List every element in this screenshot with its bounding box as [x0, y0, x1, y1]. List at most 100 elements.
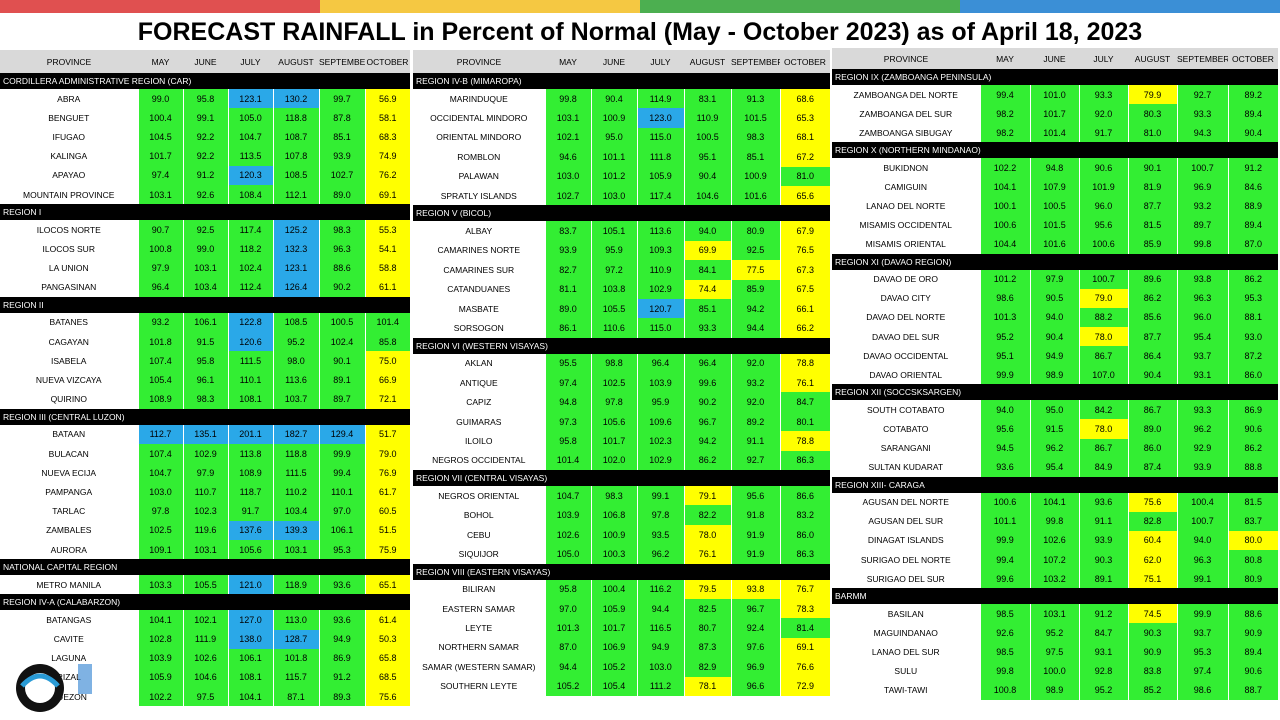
value-cell: 101.6 [1029, 234, 1079, 254]
value-cell: 126.4 [272, 277, 319, 297]
value-cell: 60.5 [364, 501, 410, 521]
value-cell: 97.3 [544, 411, 591, 432]
region-label: REGION III (CENTRAL LUZON) [0, 408, 410, 425]
table-row: SAMAR (WESTERN SAMAR) 94.4 105.2 103.0 82.9 9… [413, 657, 830, 677]
value-cell: 99.6 [979, 569, 1030, 589]
value-cell: 102.3 [182, 501, 228, 521]
value-cell: 90.3 [1127, 623, 1177, 643]
header-province: PROVINCE [0, 50, 138, 73]
table-row: SIQUIJOR 105.0 100.3 96.2 76.1 91.9 86.3 [413, 544, 830, 564]
region-header-row: REGION II [0, 296, 410, 313]
value-cell: 83.7 [1227, 511, 1278, 531]
value-cell: 84.7 [779, 392, 830, 412]
province-name: BUKIDNON [832, 158, 980, 178]
value-cell: 93.9 [1176, 457, 1228, 477]
value-cell: 76.6 [779, 657, 830, 677]
province-name: QUIRINO [0, 389, 138, 409]
value-cell: 96.7 [730, 598, 780, 619]
table-row: AKLAN 95.5 98.8 96.4 96.4 92.0 78.8 [413, 353, 830, 374]
header-july: JULY [637, 50, 684, 73]
header-june: JUNE [183, 50, 228, 73]
value-cell: 88.8 [1227, 457, 1278, 477]
value-cell: 90.6 [1078, 158, 1128, 178]
table-row: SOUTH COTABATO 94.0 95.0 84.2 86.7 93.3 86.9 [832, 400, 1278, 420]
value-cell: 98.2 [979, 104, 1030, 124]
value-cell: 92.0 [1078, 104, 1128, 124]
table-row: ZAMBOANGA SIBUGAY 98.2 101.4 91.7 81.0 94.3 90… [832, 123, 1278, 143]
value-cell: 91.5 [1029, 419, 1079, 439]
value-cell: 86.6 [779, 486, 830, 506]
value-cell: 92.7 [730, 450, 780, 471]
value-cell: 95.8 [544, 431, 591, 451]
value-cell: 96.4 [636, 353, 684, 374]
table-row: BATAAN 112.7 135.1 201.1 182.7 129.4 51.7 [0, 424, 410, 444]
value-cell: 101.0 [1029, 85, 1079, 105]
value-cell: 93.1 [1176, 365, 1228, 385]
value-cell: 107.4 [137, 351, 183, 371]
value-cell: 108.1 [227, 389, 273, 409]
value-cell: 114.9 [636, 89, 684, 109]
value-cell: 100.7 [1176, 158, 1228, 178]
table-row: DAVAO DE ORO 101.2 97.9 100.7 89.6 93.8 86.2 [832, 269, 1278, 289]
province-name: EASTERN SAMAR [413, 598, 545, 619]
value-cell: 93.9 [1078, 530, 1128, 550]
region-header-row: REGION VII (CENTRAL VISAYAS) [413, 470, 830, 487]
value-cell: 74.4 [683, 279, 731, 299]
value-cell: 92.5 [730, 240, 780, 261]
value-cell: 102.6 [544, 524, 591, 545]
value-cell: 91.7 [1078, 123, 1128, 143]
province-name: CAMARINES SUR [413, 260, 545, 280]
province-name: SPRATLY ISLANDS [413, 185, 545, 206]
value-cell: 106.1 [227, 648, 273, 668]
value-cell: 97.2 [590, 260, 637, 280]
table-row: CEBU 102.6 100.9 93.5 78.0 91.9 86.0 [413, 524, 830, 545]
value-cell: 104.6 [182, 667, 228, 688]
value-cell: 98.5 [979, 642, 1030, 662]
table-row: SPRATLY ISLANDS 102.7 103.0 117.4 104.6 101.6… [413, 185, 830, 206]
table-row: DAVAO DEL SUR 95.2 90.4 78.0 87.7 95.4 93.0 [832, 327, 1278, 347]
value-cell: 95.3 [1227, 288, 1278, 308]
rainfall-table: PROVINCEMAYJUNEJULYAUGUSTSEPTEMBEROCTOBE… [0, 50, 410, 707]
table-row: CATANDUANES 81.1 103.8 102.9 74.4 85.9 67.5 [413, 279, 830, 299]
value-cell: 102.6 [1029, 530, 1079, 550]
header-september: SEPTEMBER [319, 50, 365, 73]
top-bar-red [0, 0, 320, 13]
province-name: MARINDUQUE [413, 89, 545, 109]
value-cell: 108.5 [272, 312, 319, 333]
value-cell: 93.2 [137, 312, 183, 333]
province-name: CAMARINES NORTE [413, 240, 545, 261]
value-cell: 81.4 [779, 618, 830, 638]
province-name: DAVAO CITY [832, 288, 980, 308]
value-cell: 78.0 [1078, 327, 1128, 347]
value-cell: 94.5 [979, 438, 1030, 458]
value-cell: 92.6 [979, 623, 1030, 643]
province-name: MOUNTAIN PROVINCE [0, 184, 138, 205]
header-october: OCTOBER [365, 50, 410, 73]
value-cell: 108.7 [272, 127, 319, 147]
header-august: AUGUST [1128, 48, 1177, 69]
value-cell: 100.6 [1078, 234, 1128, 254]
value-cell: 103.9 [137, 648, 183, 668]
value-cell: 67.2 [779, 147, 830, 167]
value-cell: 97.9 [182, 463, 228, 483]
value-cell: 83.7 [544, 221, 591, 241]
province-name: DAVAO DEL NORTE [832, 307, 980, 328]
table-row: LANAO DEL SUR 98.5 97.5 93.1 90.9 95.3 89.4 [832, 642, 1278, 662]
value-cell: 86.7 [1127, 400, 1177, 420]
value-cell: 109.1 [137, 539, 183, 560]
value-cell: 99.4 [318, 463, 365, 483]
province-name: MISAMIS ORIENTAL [832, 234, 980, 254]
value-cell: 95.3 [1176, 642, 1228, 662]
value-cell: 122.8 [227, 312, 273, 333]
province-name: BOHOL [413, 505, 545, 525]
region-header-row: REGION XIII- CARAGA [832, 476, 1278, 493]
value-cell: 101.8 [137, 332, 183, 352]
table-row: MAGUINDANAO 92.6 95.2 84.7 90.3 93.7 90.9 [832, 623, 1278, 643]
value-cell: 96.9 [1176, 177, 1228, 197]
table-row: ILOCOS NORTE 90.7 92.5 117.4 125.2 98.3 55.3 [0, 220, 410, 240]
value-cell: 87.1 [272, 687, 319, 707]
value-cell: 90.4 [1227, 123, 1278, 143]
value-cell: 104.6 [683, 185, 731, 206]
region-label: CORDILLERA ADMINISTRATIVE REGION (CAR) [0, 73, 410, 89]
